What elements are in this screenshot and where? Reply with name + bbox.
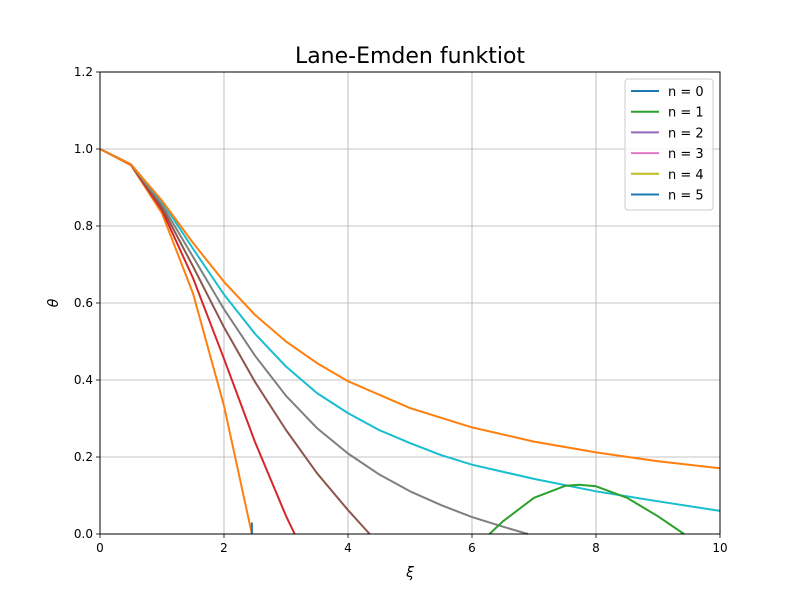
legend: n = 0 n = 1 n = 2 n = 3 n = 4 n = 5 [624,78,714,211]
legend-label: n = 0 [668,85,704,100]
y-tick-label: 0.4 [74,373,93,387]
y-axis-label: θ [46,298,62,307]
legend-label: n = 1 [668,106,704,121]
x-tick-label: 4 [344,541,352,555]
x-tick-label: 0 [96,541,104,555]
x-axis-label: ξ [405,565,414,581]
y-tick-label: 0.0 [74,527,93,541]
y-tick-label: 0.8 [74,219,93,233]
legend-label: n = 5 [668,189,704,204]
y-tick-label: 1.0 [74,142,93,156]
x-tick-label: 8 [592,541,600,555]
grid-lines [99,71,721,535]
x-tick-label: 10 [712,541,727,555]
series-layer [99,148,721,535]
y-tick-label: 1.2 [74,65,93,79]
series-line [99,148,529,535]
legend-label: n = 3 [668,147,704,162]
series-line [99,148,721,470]
legend-label: n = 4 [668,168,704,183]
x-tick-label: 2 [220,541,228,555]
chart-title: Lane-Emden funktiot [295,44,525,69]
axis-ticks: 0 2 4 6 8 10 0.0 0.2 0.4 0.6 0.8 1.0 1.2 [74,65,728,555]
y-tick-label: 0.6 [74,296,93,310]
y-tick-label: 0.2 [74,450,93,464]
x-tick-label: 6 [468,541,476,555]
legend-label: n = 2 [668,126,704,141]
series-line [488,483,685,535]
series-line [99,148,721,512]
